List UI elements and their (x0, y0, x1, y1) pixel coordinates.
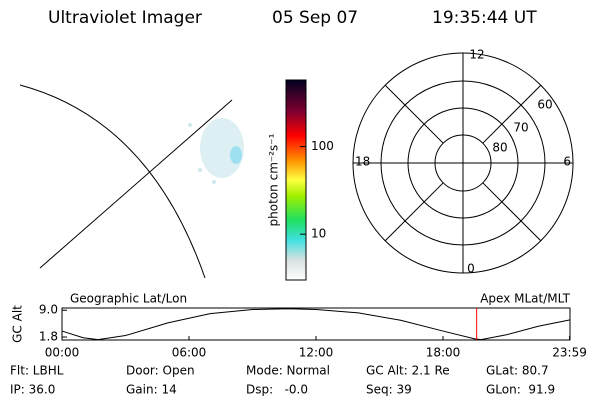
status-field: Door: Open (126, 364, 195, 378)
mlt-label: 6 (563, 155, 571, 169)
colorbar: photon cm⁻²s⁻¹ 10 100 (267, 79, 334, 281)
right-label: Apex MLat/MLT (480, 292, 570, 306)
status-field: Mode: Normal (246, 364, 330, 378)
colorbar-tick-label: 100 (311, 139, 334, 153)
lat-label: 70 (513, 121, 528, 135)
footer: Flt: LBHL Door: Open Mode: Normal GC Alt: 2… (10, 364, 555, 397)
status-field: Flt: LBHL (10, 364, 64, 378)
time: 19:35:44 UT (432, 8, 537, 28)
y-tick-label: 9.0 (39, 303, 58, 317)
lat-label: 60 (537, 98, 552, 112)
colorbar-scale (285, 79, 307, 281)
y-label: GC Alt (11, 305, 25, 343)
mlt-label: 0 (467, 262, 475, 276)
x-tick-label: 23:59 (552, 346, 587, 360)
orbit-plot: Geographic Lat/Lon Apex MLat/MLT GC Alt 9.0… (11, 292, 587, 360)
x-tick-label: 06:00 (172, 346, 207, 360)
x-tick-label: 12:00 (299, 346, 334, 360)
geo-map (19, 84, 244, 279)
mlt-label: 12 (469, 48, 484, 62)
mlt-label: 18 (355, 155, 370, 169)
mlt-spoke (384, 182, 444, 242)
x-tick-label: 00:00 (45, 346, 80, 360)
status-field: Seq: 39 (366, 383, 412, 397)
lat-label: 80 (492, 141, 507, 155)
altitude-line (61, 308, 571, 341)
x-tick-label: 18:00 (426, 346, 461, 360)
mlt-spoke (482, 84, 542, 144)
status-field: GLat: 80.7 (486, 364, 549, 378)
mlt-spoke (384, 84, 444, 144)
y-tick-label: 1.8 (39, 330, 58, 344)
colorbar-tick-label: 10 (311, 227, 326, 241)
left-label: Geographic Lat/Lon (70, 292, 187, 306)
status-field: Dsp: -0.0 (246, 383, 308, 397)
status-field: GC Alt: 2.1 Re (366, 364, 450, 378)
status-field: IP: 36.0 (10, 383, 55, 397)
status-field: GLon: 91.9 (486, 383, 555, 397)
status-field: Gain: 14 (126, 383, 177, 397)
plot-frame (61, 307, 571, 341)
colorbar-label: photon cm⁻²s⁻¹ (267, 133, 281, 226)
mlt-spoke (482, 182, 542, 242)
date: 05 Sep 07 (272, 8, 358, 28)
title: Ultraviolet Imager (48, 8, 202, 28)
